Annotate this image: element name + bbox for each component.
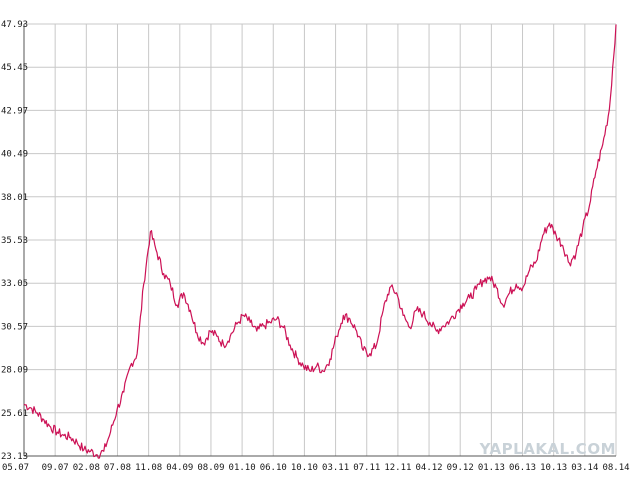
y-tick-label: 23.13 xyxy=(1,452,28,462)
x-tick-label: 01.13 xyxy=(478,463,505,473)
x-tick-label: 06.13 xyxy=(509,463,536,473)
y-tick-label: 42.97 xyxy=(1,106,28,116)
x-tick-label: 09.12 xyxy=(447,463,474,473)
x-tick-label: 08.09 xyxy=(197,463,224,473)
x-tick-label: 08.14 xyxy=(602,463,629,473)
y-tick-label: 35.53 xyxy=(1,236,28,246)
y-tick-label: 47.93 xyxy=(1,20,28,30)
y-tick-label: 28.09 xyxy=(1,366,28,376)
tick-labels: 23.13 25.61 28.09 30.57 33.05 35.53 38.01 40.49… xyxy=(1,20,630,473)
chart-axes xyxy=(23,24,616,457)
y-tick-label: 30.57 xyxy=(1,322,28,332)
y-tick-label: 33.05 xyxy=(1,279,28,289)
x-tick-label: 12.11 xyxy=(384,463,411,473)
x-tick-label: 02.08 xyxy=(73,463,100,473)
x-tick-label: 11.08 xyxy=(135,463,162,473)
y-tick-label: 38.01 xyxy=(1,193,28,203)
x-tick-label: 06.10 xyxy=(260,463,287,473)
series-line xyxy=(23,24,617,459)
y-tick-label: 40.49 xyxy=(1,150,28,160)
x-tick-label: 10.13 xyxy=(540,463,567,473)
x-tick-label: 10.10 xyxy=(291,463,318,473)
x-tick-label: 05.07 xyxy=(2,463,29,473)
x-tick-label: 09.07 xyxy=(42,463,69,473)
x-tick-label: 03.11 xyxy=(322,463,349,473)
watermark-text: YAPLAKAL.COM xyxy=(479,440,616,458)
x-tick-label: 01.10 xyxy=(229,463,256,473)
x-tick-label: 04.09 xyxy=(166,463,193,473)
chart-grid xyxy=(23,23,617,457)
x-tick-label: 07.08 xyxy=(104,463,131,473)
x-tick-label: 07.11 xyxy=(353,463,380,473)
series-layer xyxy=(23,24,617,459)
y-tick-label: 45.45 xyxy=(1,63,28,73)
y-tick-label: 25.61 xyxy=(1,409,28,419)
x-tick-label: 03.14 xyxy=(571,463,598,473)
x-tick-label: 04.12 xyxy=(416,463,443,473)
